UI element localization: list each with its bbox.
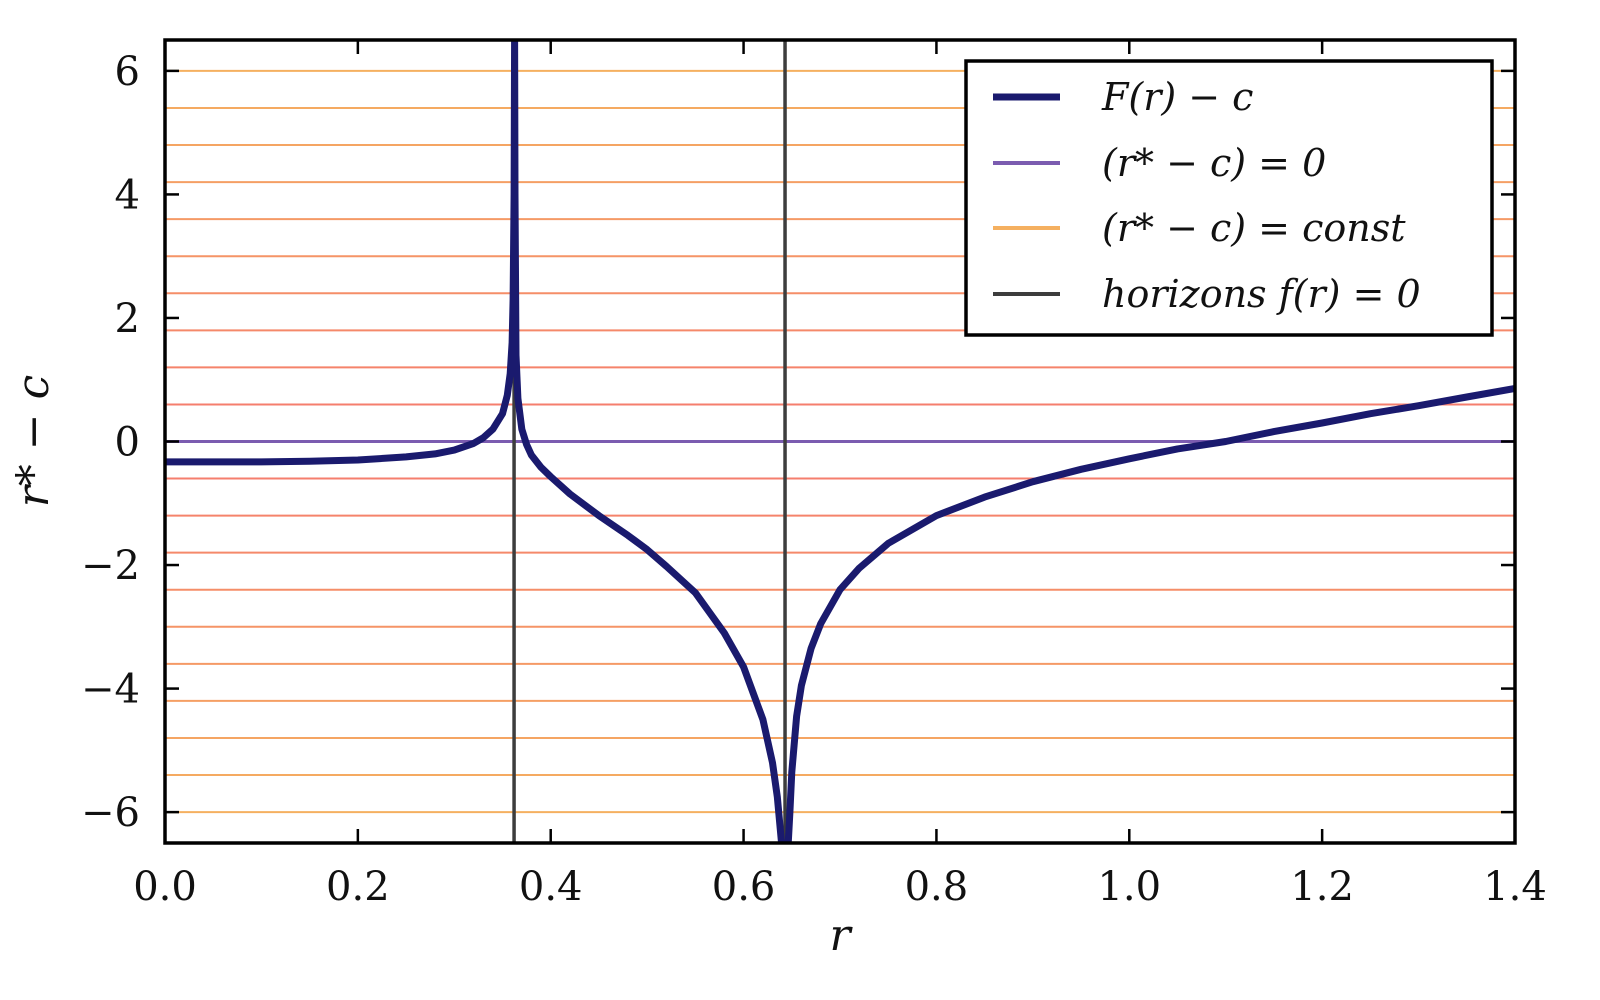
constant-lines-group [165, 69, 1515, 814]
y-tick-label: −6 [81, 790, 140, 836]
x-tick-label: 0.8 [905, 864, 969, 910]
y-tick-label: 4 [115, 172, 140, 218]
y-axis-label: r* − c [8, 375, 59, 508]
x-tick-label: 0.4 [519, 864, 583, 910]
legend-box [964, 59, 1494, 337]
legend-label-curve: F(r) − c [1101, 75, 1253, 119]
x-tick-label: 0.6 [712, 864, 776, 910]
x-tick-label: 1.0 [1097, 864, 1161, 910]
curve-line [165, 40, 1515, 843]
x-axis-label: r [829, 910, 853, 961]
y-tick-label: −2 [81, 543, 140, 589]
y-tick-label: 0 [115, 420, 140, 466]
legend-label-zero: (r* − c) = 0 [1102, 141, 1326, 185]
y-tick-label: 6 [115, 49, 140, 95]
x-tick-label: 0.0 [133, 864, 197, 910]
x-tick-label: 1.4 [1483, 864, 1547, 910]
legend: F(r) − c (r* − c) = 0 (r* − c) = const h… [964, 59, 1494, 337]
plot-frame [163, 38, 1517, 845]
legend-label-const: (r* − c) = const [1102, 206, 1406, 250]
y-tick-labels: 6 4 2 0 −2 −4 −6 [81, 49, 140, 836]
x-tick-label: 0.2 [326, 864, 390, 910]
x-tick-label: 1.2 [1290, 864, 1354, 910]
curve-group [165, 40, 1515, 843]
y-tick-label: 2 [115, 296, 140, 342]
x-tick-labels: 0.0 0.2 0.4 0.6 0.8 1.0 1.2 1.4 [133, 864, 1547, 910]
y-tick-label: −4 [81, 667, 140, 713]
legend-label-horizons: horizons f(r) = 0 [1102, 272, 1421, 316]
